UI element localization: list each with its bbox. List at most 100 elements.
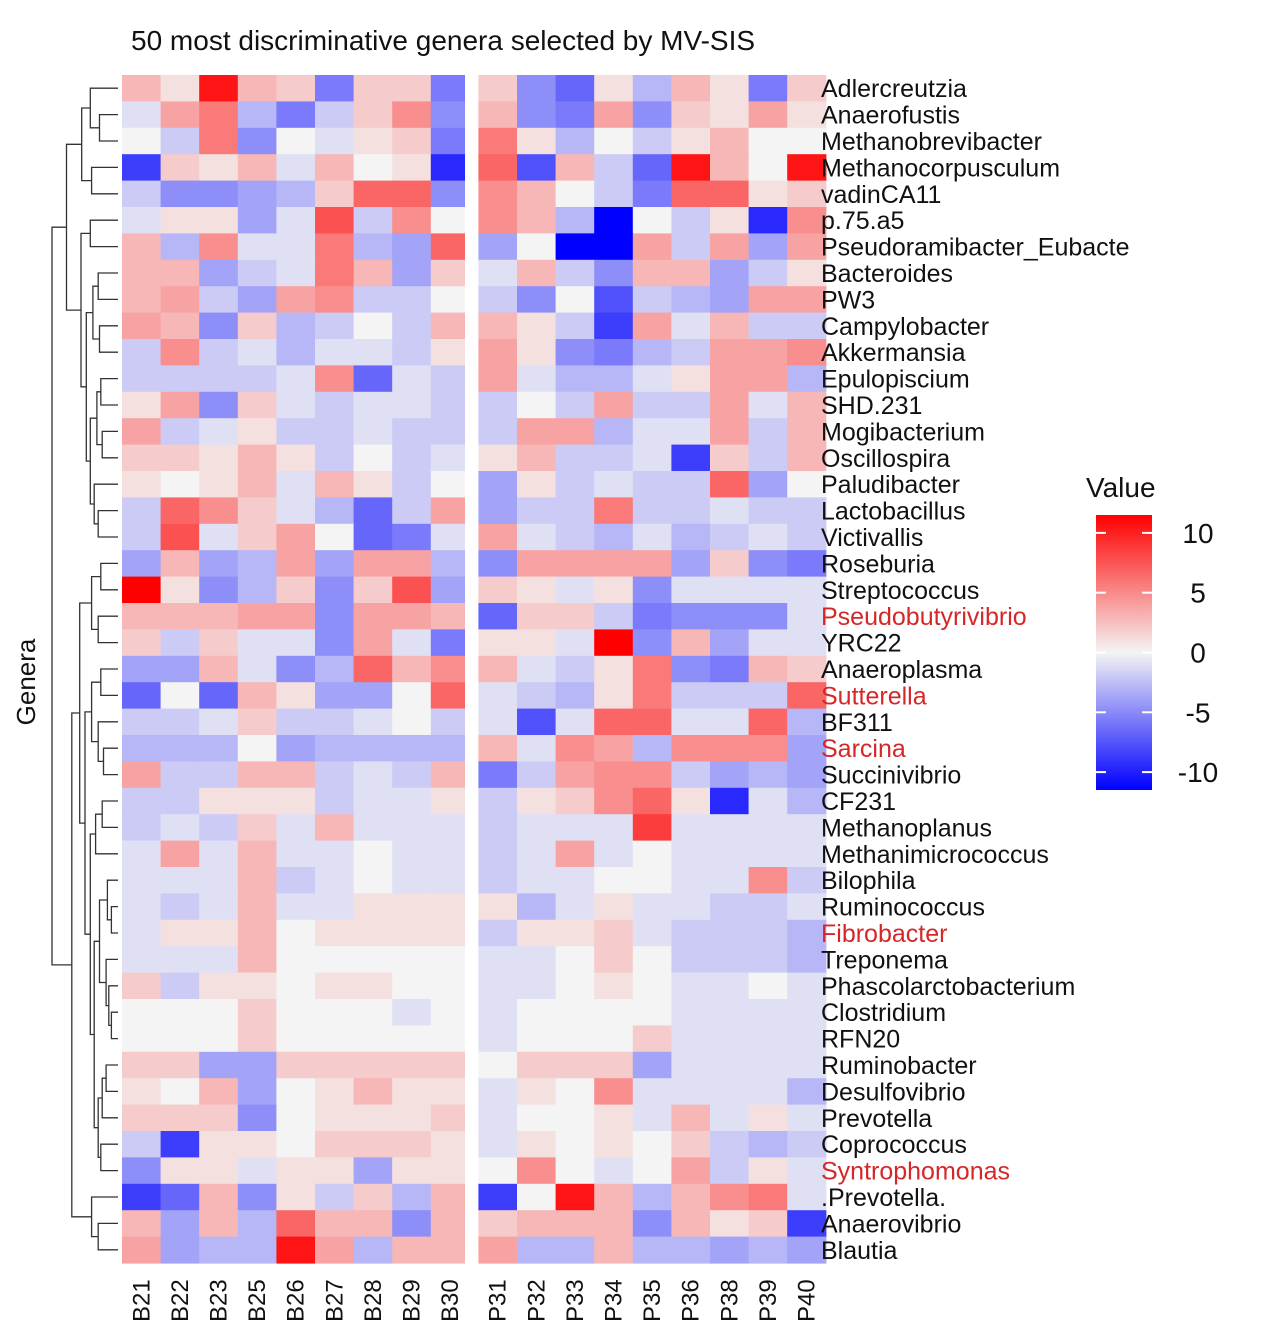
heatmap-cell [237,180,277,208]
heatmap-cell [430,418,470,446]
heatmap-cell [276,893,316,921]
heatmap-cell [392,629,432,657]
heatmap-cell [594,550,634,578]
heatmap-cell [632,154,672,182]
heatmap-cell [555,840,595,868]
heatmap-cell [478,708,518,736]
heatmap-cell [276,1183,316,1211]
heatmap-cell [632,655,672,683]
heatmap-cell [594,418,634,446]
heatmap-cell [122,75,162,102]
heatmap-cell [748,444,788,472]
heatmap-cell [517,180,557,208]
heatmap-cell [392,75,432,102]
heatmap-cell [392,1157,432,1185]
heatmap-cell [478,233,518,261]
heatmap-cell [594,1131,634,1158]
column-label: P40 [794,1279,821,1322]
heatmap-cell [392,286,432,314]
legend-tick-label: 10 [1182,518,1213,549]
heatmap-cell [315,840,355,868]
heatmap-cell [122,629,162,657]
heatmap-cell [276,1210,316,1238]
heatmap-cell [315,418,355,446]
heatmap-cell [710,999,750,1026]
heatmap-cell [787,339,827,366]
heatmap-cell [160,1078,200,1106]
heatmap-cell [276,761,316,789]
heatmap-cell [748,840,788,868]
heatmap-cell [237,497,277,525]
heatmap-cell [517,444,557,472]
heatmap-cell [632,1210,672,1238]
column-label: B22 [167,1279,194,1322]
heatmap-cell [594,655,634,683]
heatmap-cell [353,127,393,155]
heatmap-cell [517,761,557,789]
legend-tick-label: 0 [1190,638,1206,669]
heatmap-cell [199,603,239,630]
heatmap-cell [315,1051,355,1079]
heatmap-cell [237,154,277,182]
heatmap-cell [517,946,557,974]
row-label: Fibrobacter [821,920,947,948]
heatmap-cell [392,1236,432,1264]
heatmap-cell [594,523,634,551]
heatmap-cell [122,603,162,630]
heatmap-cell [632,1078,672,1106]
heatmap-cell [594,497,634,525]
heatmap-cell [594,840,634,868]
heatmap-cell [353,1157,393,1185]
heatmap-cell [710,101,750,129]
heatmap-cell [748,814,788,842]
heatmap-cell [787,471,827,498]
dendrogram-branch [94,813,118,855]
heatmap-cell [160,127,200,155]
heatmap-cell [710,1025,750,1053]
heatmap-cell [392,1131,432,1158]
heatmap-cell [199,550,239,578]
heatmap-cell [787,259,827,287]
row-label: Methanocorpusculum [821,154,1060,182]
heatmap-cell [748,391,788,419]
heatmap-cell [710,603,750,630]
heatmap-cell [478,339,518,366]
row-label: Coprococcus [821,1131,967,1159]
heatmap-cell [710,207,750,234]
heatmap-cell [276,1157,316,1185]
heatmap-cell [430,154,470,182]
heatmap-cell [237,418,277,446]
heatmap-cell [276,207,316,234]
heatmap-cell [594,339,634,366]
heatmap-cell [787,418,827,446]
heatmap-cell [392,365,432,393]
heatmap-cell [671,1157,711,1185]
heatmap-cell [237,761,277,789]
heatmap-cell [353,286,393,314]
heatmap-cell [748,497,788,525]
heatmap-cell [671,1025,711,1053]
heatmap-cell [122,893,162,921]
heatmap-cell [787,391,827,419]
heatmap-cell [276,840,316,868]
heatmap-cell [237,893,277,921]
heatmap-cell [122,339,162,366]
heatmap-cell [237,1236,277,1264]
heatmap-cell [122,259,162,287]
heatmap-cell [555,787,595,815]
dendrogram-branch [97,272,118,301]
dendrogram-branch [51,226,72,966]
heatmap-cell [199,1131,239,1158]
row-label: Succinivibrio [821,762,961,790]
heatmap-cell [122,787,162,815]
heatmap-cell [517,101,557,129]
heatmap-cell [594,154,634,182]
heatmap-cell [671,919,711,947]
heatmap-cell [478,893,518,921]
row-label: Bacteroides [821,260,953,288]
heatmap-cell [276,1078,316,1106]
heatmap-cell [199,1078,239,1106]
heatmap-cell [671,444,711,472]
heatmap-cell [671,365,711,393]
heatmap-cell [478,735,518,762]
